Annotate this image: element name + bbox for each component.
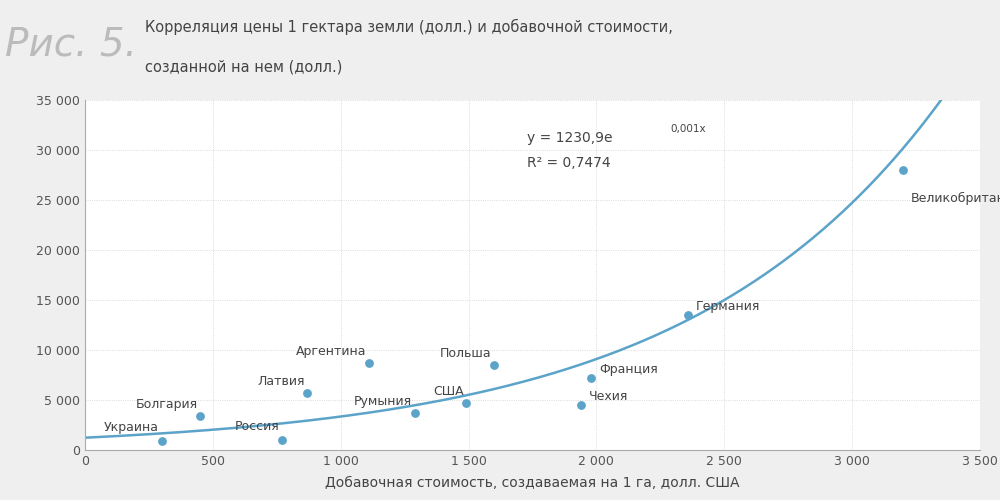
Text: созданной на нем (долл.): созданной на нем (долл.): [145, 60, 342, 75]
Text: Польша: Польша: [440, 347, 492, 360]
Text: Великобритания: Великобритания: [911, 192, 1000, 205]
Point: [274, 436, 290, 444]
Text: Корреляция цены 1 гектара земли (долл.) и добавочной стоимости,: Корреляция цены 1 гектара земли (долл.) …: [145, 19, 673, 35]
Text: Россия: Россия: [235, 420, 279, 434]
Point: [895, 166, 911, 174]
Text: y = 1230,9e: y = 1230,9e: [527, 131, 613, 145]
Text: Украина: Украина: [104, 420, 159, 434]
X-axis label: Добавочная стоимость, создаваемая на 1 га, долл. США: Добавочная стоимость, создаваемая на 1 г…: [325, 476, 740, 490]
Point: [361, 359, 377, 367]
Point: [458, 399, 474, 407]
Text: Франция: Франция: [599, 363, 658, 376]
Text: Латвия: Латвия: [257, 375, 305, 388]
Point: [486, 361, 502, 369]
Point: [583, 374, 599, 382]
Text: Германия: Германия: [696, 300, 761, 313]
Text: Аргентина: Аргентина: [296, 345, 366, 358]
Point: [407, 409, 423, 417]
Text: R² = 0,7474: R² = 0,7474: [527, 156, 611, 170]
Point: [192, 412, 208, 420]
Text: Болгария: Болгария: [135, 398, 198, 411]
Point: [299, 389, 315, 397]
Text: Чехия: Чехия: [589, 390, 628, 403]
Text: Рис. 5.: Рис. 5.: [5, 26, 137, 64]
Point: [573, 401, 589, 409]
Text: Румыния: Румыния: [354, 395, 412, 408]
Point: [154, 436, 170, 444]
Text: США: США: [433, 385, 463, 398]
Point: [680, 311, 696, 319]
Text: 0,001x: 0,001x: [671, 124, 706, 134]
